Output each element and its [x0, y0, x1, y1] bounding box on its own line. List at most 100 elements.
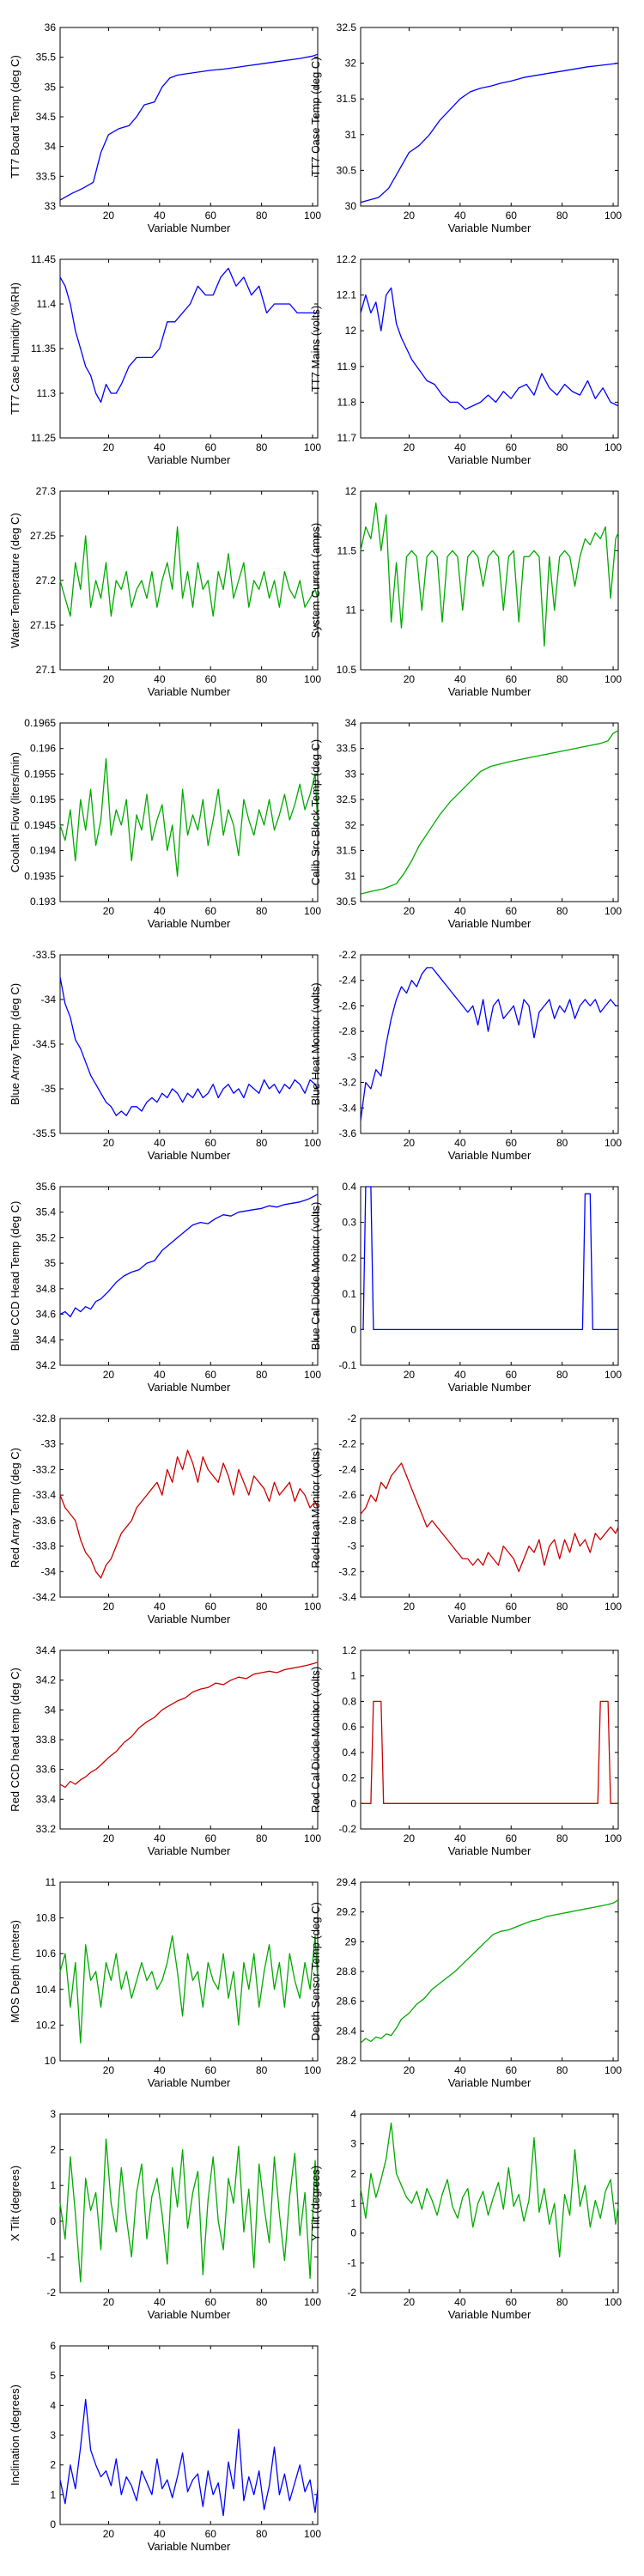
y-tick-label: 34.2: [36, 1359, 57, 1371]
y-tick-label: -3.4: [338, 1591, 356, 1603]
y-axis-label: MOS Depth (meters): [9, 1920, 21, 2023]
y-tick-label: -33.5: [33, 949, 57, 961]
y-tick-label: 12: [345, 325, 357, 337]
plot-frame: [59, 2113, 319, 2293]
x-axis-label: Variable Number: [148, 685, 231, 698]
y-tick-label: -2.4: [338, 1463, 356, 1475]
x-tick-label: 60: [506, 1137, 518, 1149]
y-tick-label: 34.5: [36, 111, 57, 123]
y-tick-label: 28.8: [337, 1965, 357, 1978]
x-tick-label: 40: [154, 1601, 166, 1613]
y-tick-label: 0.1955: [24, 768, 56, 780]
x-tick-label: 80: [256, 2528, 268, 2540]
series-line: [360, 287, 619, 410]
y-tick-label: 0.8: [342, 1695, 356, 1707]
y-axis-label: Blue CCD Head Temp (deg C): [9, 1201, 21, 1352]
x-tick-label: 100: [304, 1369, 321, 1381]
y-axis-label: Y Tilt (degrees): [309, 2166, 322, 2241]
x-tick-label: 40: [154, 2296, 166, 2308]
y-tick-label: -2.6: [338, 999, 356, 1012]
x-tick-label: 60: [205, 1369, 217, 1381]
chart-panel-7: 20 40 60 80 100 0.193 0.1935 0.194 0.1945 0.195 0.…: [9, 717, 321, 930]
chart-panel-17: 20 40 60 80 100 10 10.2 10.4 10.6 10.8 11 Variable …: [9, 1876, 321, 2089]
x-tick-label: 20: [404, 905, 416, 917]
y-tick-label: 34: [45, 141, 57, 153]
x-axis-label: Variable Number: [448, 1844, 532, 1857]
chart-panel-15: 20 40 60 80 100 33.2 33.4 33.6 33.8 34 34.2 34.4 Var…: [9, 1644, 321, 1857]
y-axis-label: TT7 Board Temp (deg C): [9, 55, 21, 179]
series-line: [59, 2398, 319, 2517]
plot-frame: [360, 1649, 619, 1830]
series-line: [59, 1194, 319, 1318]
x-tick-label: 100: [304, 905, 321, 917]
y-tick-label: 0.4: [342, 1747, 356, 1759]
x-tick-label: 40: [154, 2528, 166, 2540]
y-axis-label: Calib Src Block Temp (deg C): [309, 739, 322, 885]
y-tick-label: -32.8: [33, 1413, 57, 1425]
x-axis-label: Variable Number: [448, 2308, 532, 2321]
x-tick-label: 20: [404, 210, 416, 222]
x-tick-label: 80: [256, 2064, 268, 2076]
y-tick-label: 11.4: [37, 298, 57, 310]
y-tick-label: 29.4: [337, 1876, 357, 1888]
y-tick-label: 6: [50, 2340, 56, 2352]
series-line: [360, 502, 619, 647]
chart-panel-14: 20 40 60 80 100 -3.4 -3.2 -3 -2.8 -2.6 -2.4 -2.2 -2 V…: [309, 1413, 622, 1625]
y-tick-label: 34.2: [36, 1674, 57, 1686]
plot-frame: [360, 258, 619, 439]
x-axis-label: Variable Number: [448, 2076, 532, 2089]
y-tick-label: 34.6: [36, 1309, 57, 1321]
x-axis-label: Variable Number: [148, 1149, 231, 1162]
x-tick-label: 100: [304, 210, 321, 222]
y-tick-label: 34.4: [36, 1334, 57, 1346]
x-tick-label: 100: [605, 441, 622, 453]
x-tick-label: 40: [454, 673, 466, 685]
y-tick-label: 28.4: [337, 2025, 357, 2037]
series-line: [59, 267, 318, 404]
x-tick-label: 20: [103, 2528, 115, 2540]
y-tick-label: 34.8: [36, 1283, 57, 1295]
y-tick-label: 5: [50, 2370, 56, 2382]
y-tick-label: 2: [50, 2459, 56, 2471]
y-axis-label: Blue Cal Diode Monitor (volts): [309, 1202, 322, 1351]
y-tick-label: 0.2: [342, 1252, 356, 1264]
y-tick-label: 30.5: [337, 164, 357, 176]
chart-panel-18: 20 40 60 80 100 28.2 28.4 28.6 28.8 29 29.2 29.4 Var…: [309, 1876, 622, 2089]
y-tick-label: 11: [46, 1876, 57, 1888]
x-tick-label: 80: [556, 441, 568, 453]
x-axis-label: Variable Number: [148, 1381, 231, 1394]
x-tick-label: 60: [506, 1369, 518, 1381]
x-tick-label: 80: [556, 1832, 568, 1844]
x-tick-label: 80: [556, 905, 568, 917]
y-tick-label: 29.2: [337, 1906, 357, 1918]
y-tick-label: 0.3: [342, 1217, 356, 1229]
chart-panel-4: 20 40 60 80 100 11.7 11.8 11.9 12 12.1 12.2 Variabl…: [309, 253, 622, 466]
y-tick-label: 10: [45, 2055, 57, 2067]
y-tick-label: 11.8: [337, 396, 357, 408]
x-tick-label: 40: [154, 210, 166, 222]
plot-frame: [59, 1649, 319, 1830]
x-tick-label: 100: [605, 1832, 622, 1844]
series-line: [59, 526, 319, 617]
x-tick-label: 100: [304, 2528, 321, 2540]
x-axis-label: Variable Number: [148, 2308, 231, 2321]
x-tick-label: 60: [205, 905, 217, 917]
series-line: [59, 976, 319, 1116]
series-line: [59, 2138, 319, 2283]
y-tick-label: 35.5: [36, 52, 57, 64]
x-axis-label: Variable Number: [148, 2076, 231, 2089]
x-tick-label: 100: [605, 673, 622, 685]
y-axis-label: Water Temperature (deg C): [9, 513, 21, 648]
y-tick-label: 0: [50, 2518, 56, 2530]
x-tick-label: 20: [103, 1369, 115, 1381]
x-axis-label: Variable Number: [448, 685, 532, 698]
x-tick-label: 60: [506, 441, 518, 453]
y-tick-label: 33.4: [36, 1793, 57, 1805]
y-tick-label: -33.6: [33, 1515, 57, 1527]
x-tick-label: 100: [304, 1601, 321, 1613]
x-tick-label: 60: [205, 1832, 217, 1844]
x-tick-label: 60: [506, 905, 518, 917]
x-tick-label: 60: [205, 2528, 217, 2540]
chart-panel-21: 20 40 60 80 100 0 1 2 3 4 5 6 Variable Number Inclina…: [9, 2340, 321, 2553]
series-line: [59, 1449, 319, 1579]
